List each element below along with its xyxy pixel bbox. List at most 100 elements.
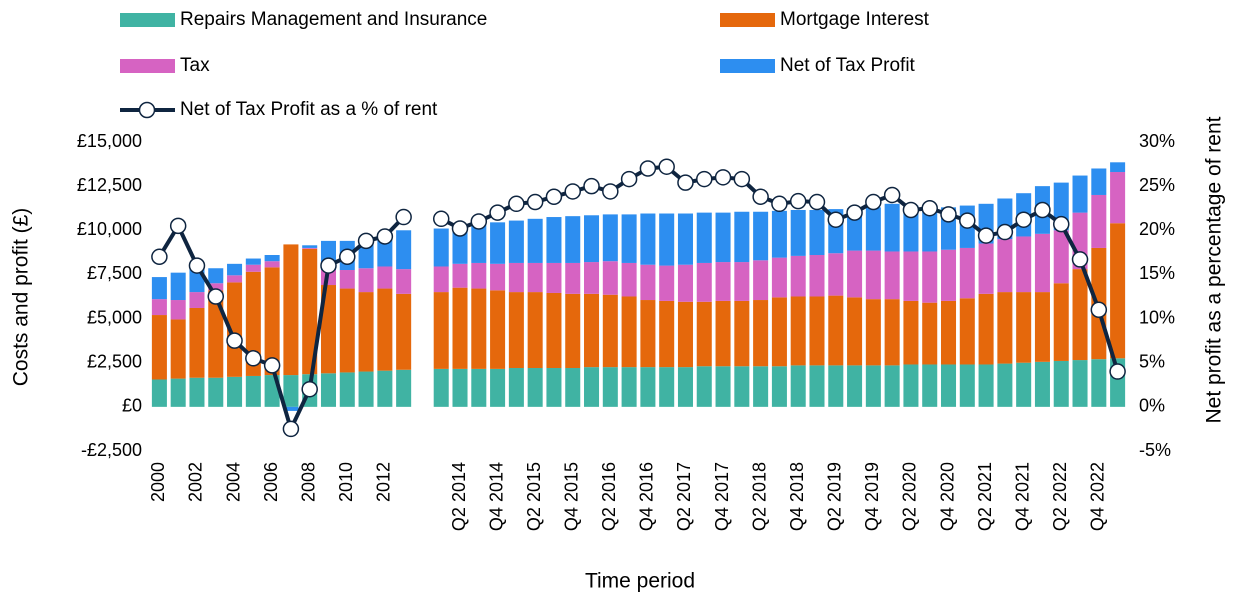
bar-segment <box>978 293 994 365</box>
y-tick-label: £12,500 <box>77 175 142 195</box>
legend-swatch <box>720 59 775 73</box>
bar-segment <box>264 261 280 268</box>
bar-segment <box>1016 236 1032 293</box>
bar-segment <box>358 268 374 293</box>
line-marker <box>357 232 375 250</box>
line-marker <box>959 212 976 229</box>
bar-segment <box>1072 175 1088 213</box>
bar-segment <box>339 372 355 407</box>
bar-segment <box>659 265 675 301</box>
line-marker <box>827 211 845 228</box>
bar-segment <box>978 364 994 407</box>
bar-segment <box>565 262 581 294</box>
line-marker <box>470 213 488 230</box>
y2-tick-label: 25% <box>1139 175 1175 195</box>
line-marker <box>940 206 957 223</box>
line-marker <box>169 217 187 235</box>
bar-segment <box>151 315 167 380</box>
line-marker <box>489 204 506 221</box>
x-tick-label: Q4 2022 <box>1088 462 1108 531</box>
bar-segment <box>903 364 919 407</box>
x-tick-label: 2006 <box>261 462 281 502</box>
bar-segment <box>377 288 393 371</box>
x-tick-label: Q2 2021 <box>975 462 995 531</box>
bar-segment <box>884 203 900 252</box>
bar-segment <box>227 376 243 407</box>
bar-segment <box>170 300 186 320</box>
y2-tick-label: 0% <box>1139 396 1165 416</box>
bar-segment <box>621 296 637 368</box>
line-marker <box>883 186 901 204</box>
legend-swatch <box>120 13 175 27</box>
bar-segment <box>471 368 487 407</box>
line-marker <box>282 420 300 438</box>
bar-segment <box>922 251 938 303</box>
bar-segment <box>809 209 825 256</box>
x-tick-label: Q2 2020 <box>900 462 920 531</box>
bar-segment <box>790 255 806 297</box>
line-marker <box>733 170 751 188</box>
bar-segment <box>1110 162 1126 173</box>
bar-segment <box>264 267 280 376</box>
bar-segment <box>640 367 656 407</box>
line-marker <box>432 210 450 228</box>
y2-tick-label: -5% <box>1139 440 1171 460</box>
bar-segment <box>659 213 675 266</box>
line-marker <box>583 177 600 195</box>
bar-segment <box>584 262 600 294</box>
line-marker <box>977 227 995 244</box>
bar-segment <box>1110 223 1126 359</box>
line-marker <box>339 248 356 266</box>
legend-label: Repairs Management and Insurance <box>180 9 487 30</box>
bar-segment <box>602 214 618 262</box>
x-tick-label: Q2 2015 <box>524 462 544 531</box>
legend-swatch <box>720 13 775 27</box>
line-marker <box>752 188 769 205</box>
legend-label: Mortgage Interest <box>780 9 930 30</box>
bar-segment <box>677 301 693 368</box>
bar-segment <box>771 210 787 258</box>
bar-segment <box>433 228 449 267</box>
bar-segment <box>771 366 787 407</box>
x-tick-label: Q4 2016 <box>637 462 657 531</box>
bar-segment <box>189 292 205 308</box>
y-tick-label: £10,000 <box>77 219 142 239</box>
bar-segment <box>696 212 712 263</box>
bar-segment <box>208 268 224 284</box>
bar-segment <box>621 214 637 263</box>
line-marker <box>620 170 638 188</box>
bar-segment <box>621 262 637 297</box>
line-marker <box>1109 363 1126 380</box>
bar-segment <box>978 243 994 294</box>
bar-segment <box>922 302 938 365</box>
bar-segment <box>339 288 355 373</box>
bar-segment <box>452 263 468 288</box>
bar-segment <box>640 213 656 265</box>
bar-segment <box>283 406 299 411</box>
bar-segment <box>208 377 224 407</box>
line-marker <box>207 288 225 305</box>
bar-segment <box>940 249 957 301</box>
bar-segment <box>377 370 393 407</box>
bar-segment <box>396 269 412 294</box>
line-marker <box>226 332 243 349</box>
bar-segment <box>734 262 750 301</box>
bar-segment <box>1072 269 1088 361</box>
bar-segment <box>997 363 1013 407</box>
y2-axis-title: Net profit as a percentage of rent <box>1203 116 1226 423</box>
bar-segment <box>546 262 562 293</box>
bar-segment <box>546 217 562 263</box>
line-marker <box>376 228 394 245</box>
line-marker <box>151 248 168 266</box>
bar-segment <box>245 271 261 376</box>
bar-segment <box>922 207 938 252</box>
bar-segment <box>245 375 261 407</box>
y2-tick-label: 20% <box>1139 219 1175 239</box>
bar-segment <box>1091 359 1107 407</box>
line-marker <box>320 257 337 274</box>
bar-segment <box>358 292 374 372</box>
bar-segment <box>753 211 769 261</box>
y-tick-label: £7,500 <box>87 263 142 283</box>
bar-segment <box>940 364 957 407</box>
